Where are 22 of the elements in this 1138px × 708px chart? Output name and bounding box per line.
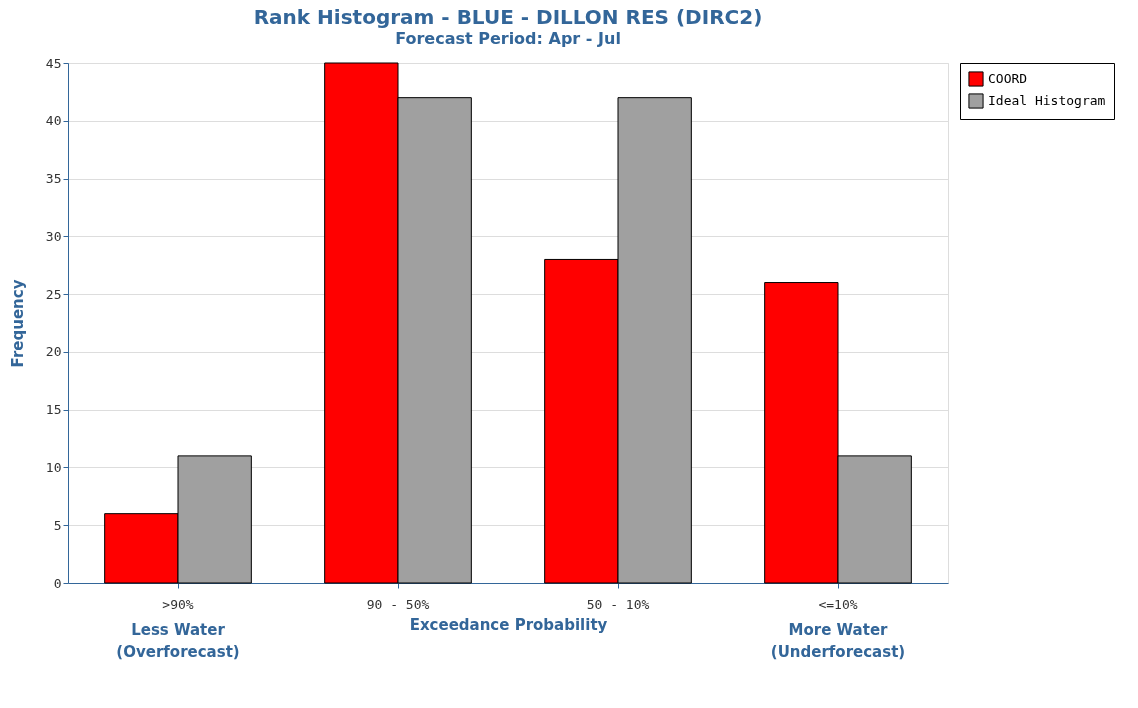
y-tick-label: 20 [45, 344, 62, 360]
x-tick-label: 50 - 10% [586, 596, 650, 612]
legend-label: COORD [988, 71, 1028, 86]
y-tick-label: 15 [45, 402, 62, 418]
chart-subtitle: Forecast Period: Apr - Jul [395, 29, 621, 48]
text: More Water (Underforecast) [770, 621, 906, 661]
x-axis-title: Exceedance Probability [409, 615, 608, 634]
y-tick-label: 40 [45, 113, 62, 129]
y-tick-label: 0 [53, 575, 62, 591]
y-tick-label: 45 [45, 55, 62, 71]
y-tick-label: 10 [45, 459, 62, 475]
x-tick-label: <=10% [818, 596, 858, 612]
chart-title: Rank Histogram - BLUE - DILLON RES (DIRC2) [253, 5, 763, 29]
y-tick-label: 5 [53, 517, 62, 533]
y-axis-title: Frequency [8, 279, 27, 368]
y-tick-label: 25 [45, 286, 62, 302]
x-tick-label: 90 - 50% [366, 596, 430, 612]
y-tick-label: 30 [45, 228, 62, 244]
legend-label: Ideal Histogram [988, 93, 1106, 108]
text: Less Water (Overforecast) [116, 621, 240, 661]
x-tick-label: >90% [162, 596, 194, 612]
y-tick-label: 35 [45, 171, 62, 187]
